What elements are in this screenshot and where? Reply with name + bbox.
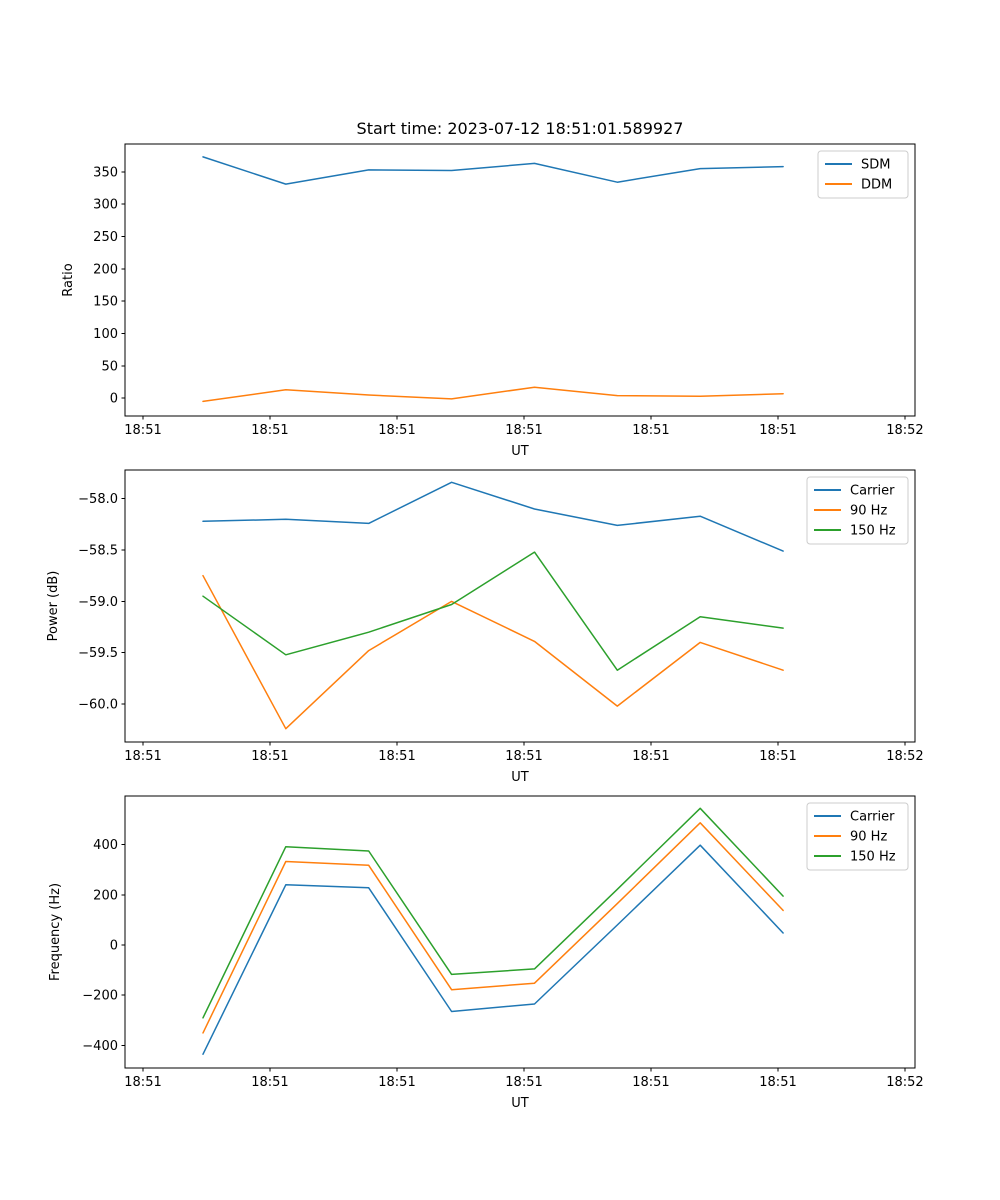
x-tick-label: 18:51 xyxy=(505,423,542,438)
y-tick-label: 50 xyxy=(101,359,118,374)
series-line-150-hz xyxy=(202,807,784,1019)
subplot-3: 18:51 18:51 18:51 18:51 18:51 18:51 18:52 UT 400… xyxy=(48,795,924,1111)
legend: Carrier 90 Hz 150 Hz xyxy=(806,802,909,871)
y-tick-label: −58.0 xyxy=(78,492,118,507)
series-line-ddm xyxy=(202,386,784,403)
y-tick-label: 250 xyxy=(93,230,118,245)
y-tick-label: 0 xyxy=(110,939,118,954)
x-tick-label: 18:52 xyxy=(886,423,923,438)
legend-label: 90 Hz xyxy=(850,504,887,519)
y-tick-label: 200 xyxy=(93,262,118,277)
x-tick-label: 18:51 xyxy=(378,1075,415,1090)
legend: Carrier 90 Hz 150 Hz xyxy=(806,476,909,545)
y-axis-label: Power (dB) xyxy=(46,571,61,642)
legend-label: DDM xyxy=(861,178,892,193)
series-line-90-hz xyxy=(202,574,784,730)
series-line-150-hz xyxy=(202,551,784,671)
x-tick-label: 18:51 xyxy=(759,423,796,438)
x-tick-label: 18:51 xyxy=(124,1075,161,1090)
legend-label: Carrier xyxy=(850,484,895,499)
legend-label: 150 Hz xyxy=(850,524,896,539)
y-tick-label: −400 xyxy=(82,1039,118,1054)
x-tick-label: 18:51 xyxy=(378,749,415,764)
x-tick-label: 18:52 xyxy=(886,1075,923,1090)
series-line-carrier xyxy=(202,481,784,552)
legend-box xyxy=(806,476,909,545)
axes-frame xyxy=(124,795,916,1069)
x-tick-label: 18:51 xyxy=(505,749,542,764)
axes-frame xyxy=(124,143,916,417)
x-tick-label: 18:51 xyxy=(124,423,161,438)
x-tick-label: 18:51 xyxy=(251,749,288,764)
y-tick-label: 200 xyxy=(93,888,118,903)
x-tick-label: 18:51 xyxy=(251,1075,288,1090)
legend: SDM DDM xyxy=(817,150,909,199)
legend-label: Carrier xyxy=(850,810,895,825)
series-line-90-hz xyxy=(202,822,784,1034)
y-tick-label: −59.5 xyxy=(78,646,118,661)
x-tick-label: 18:51 xyxy=(505,1075,542,1090)
y-tick-label: 300 xyxy=(93,198,118,213)
y-tick-label: −60.0 xyxy=(78,698,118,713)
legend-box xyxy=(817,150,909,199)
legend-label: 90 Hz xyxy=(850,830,887,845)
series-line-carrier xyxy=(202,844,784,1055)
x-tick-label: 18:51 xyxy=(124,749,161,764)
subplot-1: 18:51 18:51 18:51 18:51 18:51 18:51 18:52 UT 0 50… xyxy=(61,143,924,459)
y-tick-label: 400 xyxy=(93,838,118,853)
series-line-sdm xyxy=(202,156,784,185)
y-tick-label: −58.5 xyxy=(78,544,118,559)
subplot-2: 18:51 18:51 18:51 18:51 18:51 18:51 18:52 UT −58… xyxy=(46,469,924,785)
x-tick-label: 18:52 xyxy=(886,749,923,764)
y-tick-label: 0 xyxy=(110,392,118,407)
x-tick-label: 18:51 xyxy=(759,1075,796,1090)
x-tick-label: 18:51 xyxy=(251,423,288,438)
y-tick-label: 350 xyxy=(93,165,118,180)
x-tick-label: 18:51 xyxy=(759,749,796,764)
legend-label: 150 Hz xyxy=(850,850,896,865)
y-axis-label: Ratio xyxy=(61,263,76,296)
legend-box xyxy=(806,802,909,871)
y-tick-label: 150 xyxy=(93,295,118,310)
x-tick-label: 18:51 xyxy=(378,423,415,438)
y-axis-label: Frequency (Hz) xyxy=(48,883,63,981)
legend-label: SDM xyxy=(861,158,890,173)
x-tick-label: 18:51 xyxy=(632,749,669,764)
x-tick-label: 18:51 xyxy=(632,423,669,438)
axes-frame xyxy=(124,469,916,743)
y-tick-label: −59.0 xyxy=(78,595,118,610)
x-axis-label: UT xyxy=(511,444,529,459)
chart-title: Start time: 2023-07-12 18:51:01.589927 xyxy=(356,119,684,138)
x-axis-label: UT xyxy=(511,1096,529,1111)
y-tick-label: 100 xyxy=(93,327,118,342)
x-tick-label: 18:51 xyxy=(632,1075,669,1090)
y-tick-label: −200 xyxy=(82,989,118,1004)
x-axis-label: UT xyxy=(511,770,529,785)
